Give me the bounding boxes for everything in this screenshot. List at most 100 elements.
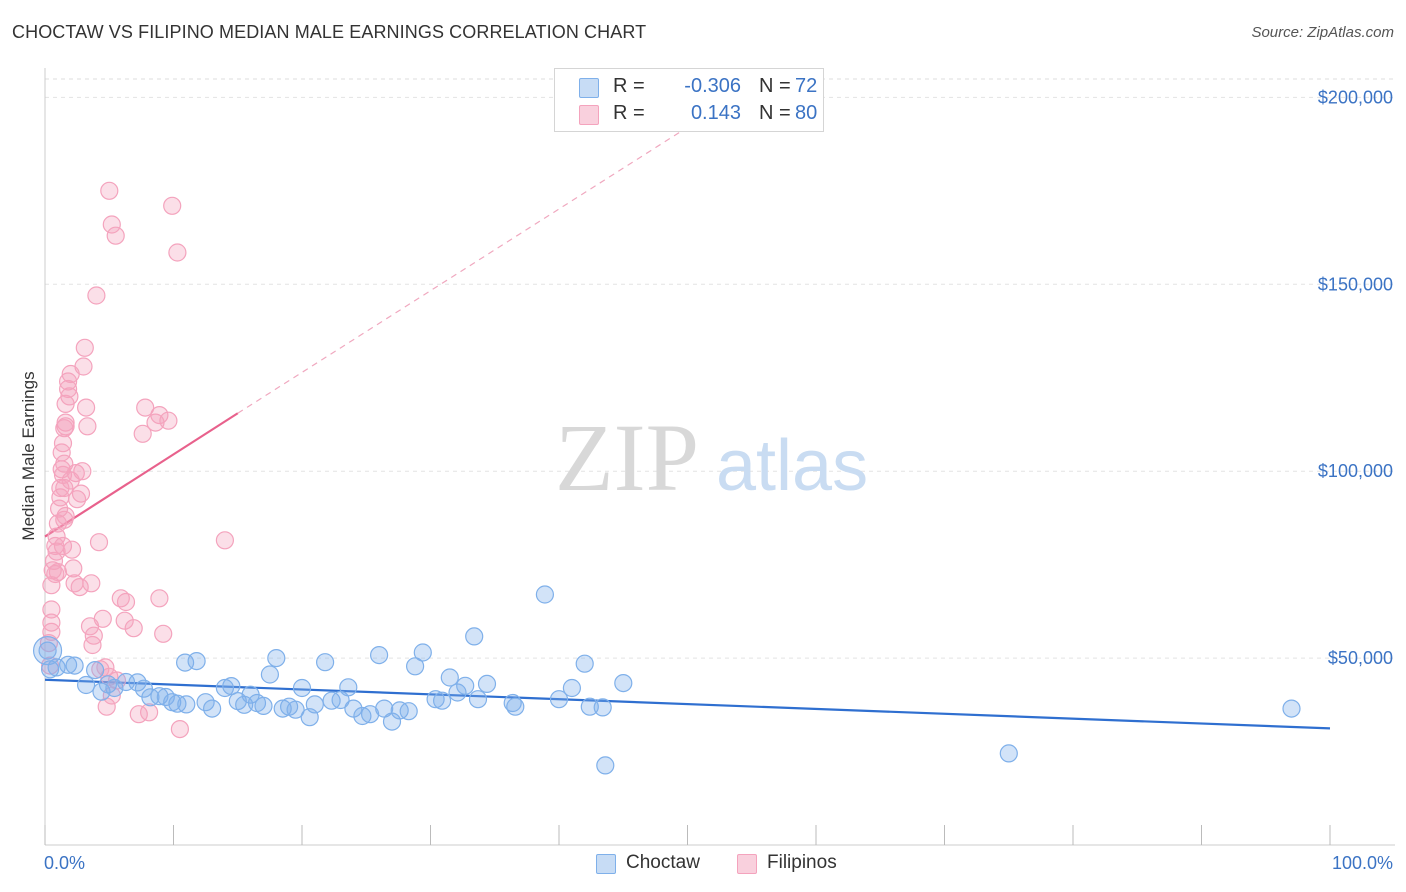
data-point	[426, 690, 445, 709]
data-point	[260, 665, 279, 684]
data-point	[593, 698, 612, 717]
data-point	[150, 589, 169, 608]
legend-r-label: R =	[613, 102, 645, 124]
data-point	[575, 654, 594, 673]
data-point	[170, 719, 189, 739]
data-point	[163, 196, 182, 215]
data-point	[71, 484, 91, 503]
data-point	[267, 648, 286, 668]
data-point	[133, 424, 152, 443]
data-point	[105, 678, 124, 698]
y-tick-label: $50,000	[1328, 648, 1393, 668]
trend-lines	[44, 126, 1331, 730]
data-point	[535, 585, 555, 604]
data-points	[32, 181, 1301, 775]
data-point	[66, 464, 85, 483]
data-point	[48, 562, 68, 582]
data-point	[440, 668, 459, 687]
series-legend-label: Filipinos	[767, 852, 837, 873]
y-tick-labels: $50,000 $100,000 $150,000 $200,000	[1318, 87, 1393, 668]
legend-r-value: -0.306	[684, 75, 741, 97]
legend-n-value: 72	[795, 75, 818, 97]
legend-swatch-choctaw	[596, 854, 616, 874]
data-point	[42, 600, 61, 619]
y-tick-label: $150,000	[1318, 274, 1393, 294]
data-point	[89, 533, 109, 552]
data-point	[56, 506, 75, 526]
data-point	[413, 643, 432, 662]
data-point	[614, 673, 633, 693]
data-point	[87, 286, 106, 305]
data-point	[124, 619, 143, 638]
axes	[44, 68, 1395, 846]
data-point	[316, 653, 335, 672]
y-tick-label: $200,000	[1318, 87, 1393, 107]
data-point	[468, 690, 488, 709]
data-point	[187, 651, 206, 671]
y-axis-title: Median Male Earnings	[19, 371, 38, 540]
data-point	[305, 695, 324, 714]
legend-swatch-choctaw	[579, 78, 599, 98]
data-point	[215, 678, 234, 698]
watermark-atlas: atlas	[716, 426, 868, 506]
data-point	[1282, 699, 1301, 718]
data-point	[52, 443, 71, 462]
data-point	[102, 215, 121, 234]
data-point	[580, 697, 599, 716]
data-point	[106, 226, 125, 245]
data-point	[215, 531, 234, 550]
data-point	[75, 338, 94, 357]
data-point	[448, 683, 467, 702]
data-point	[73, 462, 92, 481]
data-point	[370, 645, 389, 665]
watermark: ZIP atlas	[555, 404, 868, 511]
data-point	[65, 656, 84, 675]
data-point	[100, 181, 119, 200]
data-point	[154, 624, 173, 643]
data-point	[38, 641, 57, 660]
data-point	[60, 387, 79, 406]
data-point	[64, 559, 83, 578]
data-point	[58, 379, 78, 399]
x-tick-label: 100.0%	[1332, 853, 1393, 873]
data-point	[254, 696, 273, 716]
correlation-legend: R = -0.306 N = 72 R = 0.143 N = 80	[554, 68, 824, 132]
data-point	[549, 690, 569, 709]
data-point	[177, 695, 196, 714]
data-point	[53, 536, 73, 556]
data-point	[47, 527, 66, 546]
data-point	[456, 676, 475, 695]
data-point	[85, 660, 105, 680]
data-point	[53, 434, 73, 453]
data-point	[46, 564, 65, 584]
data-point	[465, 627, 484, 646]
data-point	[596, 756, 615, 775]
legend-n-label: N =	[759, 75, 791, 97]
data-point	[562, 678, 582, 698]
data-point	[168, 243, 187, 262]
data-point	[78, 417, 97, 436]
data-point	[222, 676, 241, 696]
y-tick-label: $100,000	[1318, 461, 1393, 481]
legend-r-value: 0.143	[690, 102, 741, 124]
data-point	[339, 678, 358, 697]
chart-title: CHOCTAW VS FILIPINO MEDIAN MALE EARNINGS…	[12, 22, 647, 42]
data-point	[47, 658, 66, 677]
trend-line	[44, 678, 1331, 730]
legend-swatch-filipinos	[737, 854, 757, 874]
data-point	[150, 406, 169, 425]
data-point	[84, 626, 103, 645]
watermark-zip: ZIP	[555, 404, 699, 511]
data-point	[286, 700, 305, 719]
data-point	[74, 357, 93, 376]
grid-lines	[45, 78, 1395, 659]
data-point	[55, 478, 74, 498]
data-point	[140, 703, 159, 722]
data-point	[999, 744, 1018, 763]
legend-n-label: N =	[759, 102, 791, 124]
x-tick-label: 0.0%	[44, 853, 85, 873]
data-point	[93, 609, 112, 628]
legend-swatch-filipinos	[579, 105, 599, 125]
data-point	[116, 592, 136, 612]
